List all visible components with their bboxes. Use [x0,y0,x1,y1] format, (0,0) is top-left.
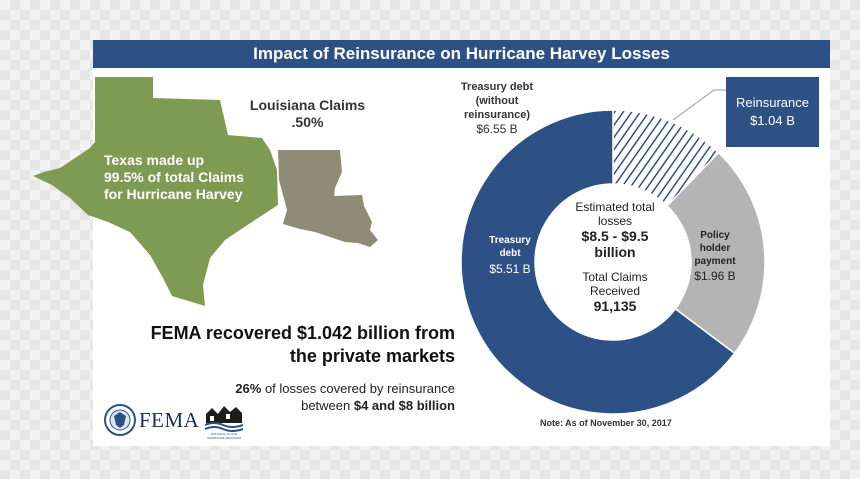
louisiana-map-shape [278,150,378,247]
texas-label-line: for Hurricane Harvey [104,186,243,202]
texas-map-shape [33,77,278,306]
center-claims-label: Total Claims [582,270,648,284]
subline-text: of losses covered by reinsurance [261,381,455,396]
center-estimated-value: billion [594,244,636,260]
subline-pct: 26% [235,381,262,396]
policyholder-segment-label: Policy holder payment $1.96 B [680,229,750,283]
nfip-logo-text: NATIONAL FLOOD INSURANCE PROGRAM [206,432,241,440]
reinsurance-label: Reinsurance [736,95,809,110]
texas-label: Texas made up 99.5% of total Claims for … [104,152,274,203]
segment-value: $1.96 B [694,269,736,283]
headline: FEMA recovered $1.042 billion from the p… [95,322,455,368]
bracket-label: Treasury debt (without reinsurance) $6.5… [447,80,547,136]
segment-value: $5.51 B [489,262,531,276]
page-title: Impact of Reinsurance on Hurricane Harve… [93,40,830,68]
center-estimated-label: Estimated total [575,200,655,214]
nfip-logo-icon [204,406,244,432]
segment-name-line: Treasury [489,235,531,246]
bracket-label-line: (without [475,95,519,107]
subline-text: between [301,398,354,413]
reinsurance-callout: Reinsurance $1.04 B [726,77,819,147]
center-claims-label: Received [589,284,641,298]
bracket-value: $6.55 B [476,122,518,136]
segment-name-line: Policy [700,230,730,241]
reinsurance-leader-line [672,89,727,121]
center-estimated-value: $8.5 - $9.5 [581,228,649,244]
bracket-label-line: reinsurance) [463,109,531,121]
treasury-debt-segment [460,109,736,415]
donut-center: Estimated total losses $8.5 - $9.5 billi… [555,200,675,314]
headline-line: FEMA recovered $1.042 billion from [150,323,455,343]
segment-name-line: payment [694,256,736,267]
center-estimated-label: losses [597,214,632,228]
texas-label-line: 99.5% of total Claims [104,169,245,185]
texas-label-line: Texas made up [104,152,205,168]
center-claims-value: 91,135 [593,298,637,314]
segment-name-line: debt [499,248,521,259]
bracket-label-line: Treasury debt [460,81,534,93]
louisiana-label-title: Louisiana Claims [249,97,366,113]
subline: 26% of losses covered by reinsurance bet… [155,380,455,414]
footnote: Note: As of November 30, 2017 [540,418,672,428]
louisiana-label-value: .50% [291,114,324,130]
reinsurance-value: $1.04 B [750,113,795,128]
policyholder-payment-segment [666,151,766,355]
louisiana-label: Louisiana Claims .50% [235,97,380,131]
segment-name-line: holder [699,243,731,254]
headline-line: the private markets [289,346,455,366]
subline-range: $4 and $8 billion [353,398,455,413]
fema-logo-text: FEMA [139,408,200,432]
dhs-seal-icon [104,404,136,436]
treasury-segment-label: Treasury debt $5.51 B [470,234,550,276]
